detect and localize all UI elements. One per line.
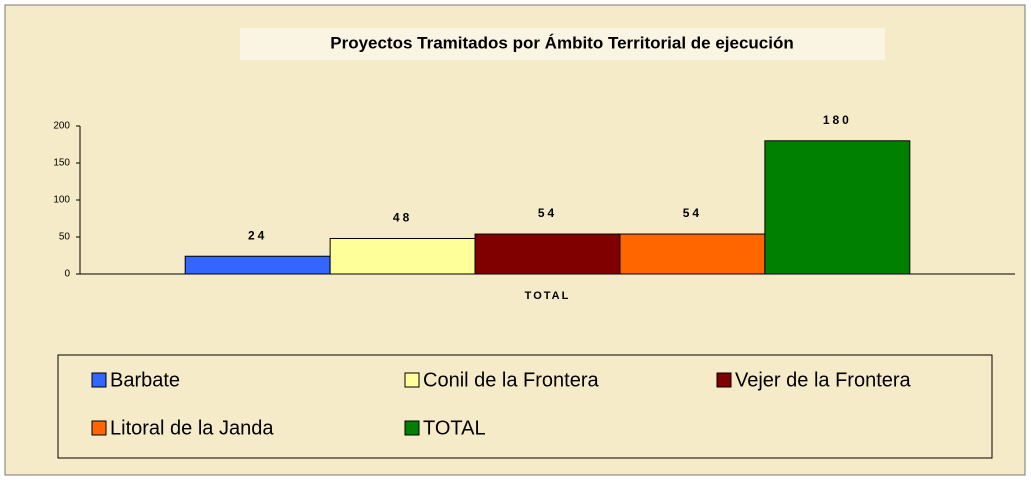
legend-label: Conil de la Frontera: [423, 369, 600, 391]
y-tick-label: 0: [64, 269, 70, 280]
bar: [474, 233, 621, 275]
value-label: 54: [538, 206, 557, 220]
value-label: 180: [823, 113, 852, 127]
legend-label: Barbate: [110, 369, 180, 391]
y-tick-label: 200: [53, 121, 70, 132]
x-tick-label: TOTAL: [525, 290, 571, 302]
y-tick-label: 50: [59, 232, 71, 243]
bar: [619, 233, 766, 275]
legend-swatch: [91, 372, 107, 388]
legend-label: TOTAL: [423, 417, 486, 439]
legend-box: [57, 354, 993, 459]
legend-swatch: [716, 372, 732, 388]
bar: [184, 255, 331, 275]
bar: [329, 237, 476, 275]
legend-swatch: [404, 372, 420, 388]
chart-title: Proyectos Tramitados por Ámbito Territor…: [330, 33, 794, 52]
y-tick-label: 150: [53, 158, 70, 169]
value-label: 48: [393, 211, 412, 225]
title-background: [240, 28, 885, 60]
value-label: 24: [248, 228, 267, 242]
legend-swatch: [91, 420, 107, 436]
y-tick-label: 100: [53, 195, 70, 206]
value-label: 54: [683, 206, 702, 220]
legend-label: Litoral de la Janda: [110, 417, 274, 439]
legend-swatch: [404, 420, 420, 436]
bar: [764, 140, 911, 275]
legend-label: Vejer de la Frontera: [735, 369, 912, 391]
